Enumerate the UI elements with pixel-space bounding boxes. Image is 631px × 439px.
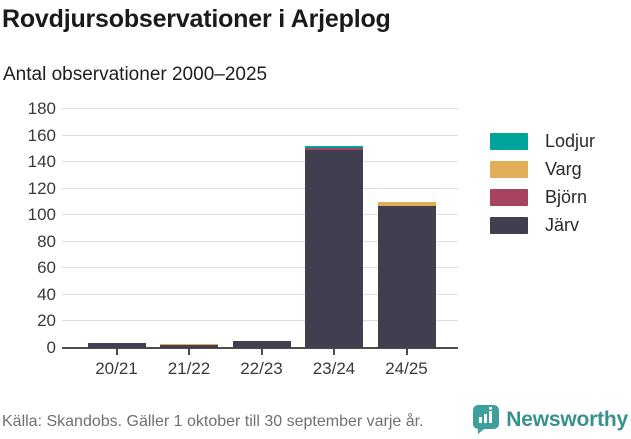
y-tick-label: 160 [27, 125, 56, 145]
bar-segment-lodjur [305, 146, 363, 148]
bar-segment-järv [232, 341, 291, 348]
x-tick-label: 23/24 [312, 359, 356, 378]
x-tick [188, 349, 190, 355]
y-tick-label: 40 [37, 284, 56, 304]
legend-item-lodjur: Lodjur [490, 127, 595, 155]
x-tick [260, 349, 263, 355]
chart-subtitle: Antal observationer 2000–2025 [3, 64, 268, 85]
gridline [62, 293, 458, 295]
y-tick-label: 180 [27, 99, 56, 118]
gridline [62, 161, 458, 163]
bar-segment-järv [305, 150, 363, 348]
page-title: Rovdjursobservationer i Arjeplog [2, 5, 391, 33]
y-tick-label: 140 [27, 152, 56, 172]
y-tick-label: 100 [27, 205, 56, 225]
newsworthy-logo-link[interactable]: Newsworthy [473, 405, 628, 434]
gridline [62, 267, 458, 269]
x-tick-label: 21/22 [167, 359, 211, 378]
x-tick [115, 349, 118, 355]
legend-label: Varg [545, 158, 582, 179]
gridline [62, 134, 458, 136]
newsworthy-icon [473, 405, 500, 434]
gridline [62, 240, 458, 242]
x-tick-label: 22/23 [240, 359, 283, 378]
x-axis-line [62, 347, 458, 349]
bar-segment-järv [377, 205, 436, 348]
x-tick-label: 20/21 [95, 359, 138, 378]
y-tick-label: 0 [46, 338, 56, 357]
legend-label: Järv [545, 214, 580, 235]
legend-label: Björn [545, 186, 588, 207]
bar-segment-järv [160, 345, 218, 348]
x-tick [333, 349, 335, 355]
legend-swatch [490, 160, 528, 178]
legend-swatch [490, 132, 528, 150]
gridline [62, 187, 458, 189]
x-tick-label: 24/25 [385, 359, 428, 378]
source-note: Källa: Skandobs. Gäller 1 oktober till 3… [2, 413, 424, 430]
legend-item-järv: Järv [490, 211, 595, 239]
x-tick [405, 349, 408, 355]
legend-item-varg: Varg [490, 155, 595, 183]
plot-area [62, 108, 458, 349]
bar-segment-varg [377, 201, 436, 206]
gridline [62, 214, 458, 216]
legend-label: Lodjur [545, 130, 596, 151]
gridline [62, 320, 458, 322]
bar-segment-varg [160, 344, 218, 346]
legend-item-björn: Björn [490, 183, 595, 211]
y-tick-label: 120 [27, 178, 56, 198]
legend-swatch [490, 188, 528, 206]
y-tick-label: 20 [37, 311, 56, 331]
gridline [62, 108, 458, 109]
y-tick-label: 60 [37, 258, 56, 278]
newsworthy-wordmark: Newsworthy [506, 407, 628, 431]
y-tick-label: 80 [37, 231, 56, 251]
legend-swatch [490, 216, 528, 234]
chart-legend: Lodjur Varg Björn Järv [490, 127, 595, 239]
bar-segment-björn [305, 147, 363, 151]
bar-segment-järv [87, 342, 146, 348]
